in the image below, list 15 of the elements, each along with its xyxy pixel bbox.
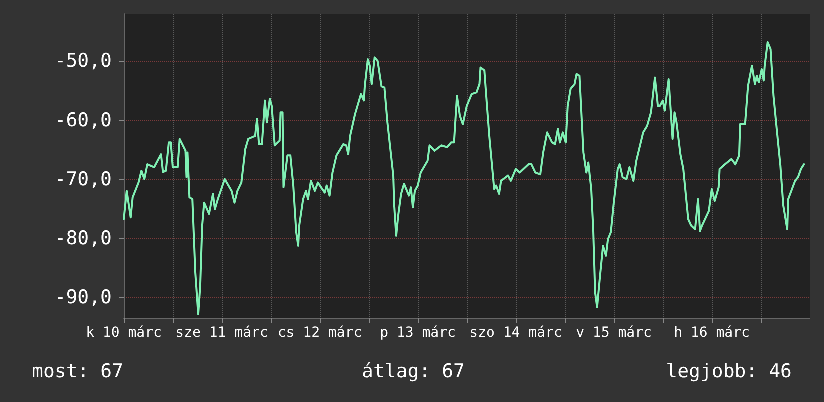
y-tick-label: -90,0	[54, 286, 112, 308]
x-tick-label: v 15 márc	[576, 325, 652, 341]
text: átlag: 67	[362, 360, 465, 382]
text: most: 67	[32, 360, 124, 382]
x-tick-label: sze 11 márc	[176, 325, 268, 341]
x-tick-label: cs 12 márc	[278, 325, 362, 341]
x-tick-label: k 10 márc	[86, 325, 162, 341]
text: legjobb: 46	[666, 360, 792, 382]
y-tick-label: -70,0	[54, 168, 112, 190]
x-tick-label: h 16 márc	[674, 325, 750, 341]
x-tick-label: szo 14 márc	[470, 325, 562, 341]
x-tick-label: p 13 márc	[380, 325, 456, 341]
y-tick-label: -60,0	[54, 109, 112, 132]
y-tick-label: -50,0	[54, 50, 112, 72]
y-tick-label: -80,0	[54, 227, 112, 250]
